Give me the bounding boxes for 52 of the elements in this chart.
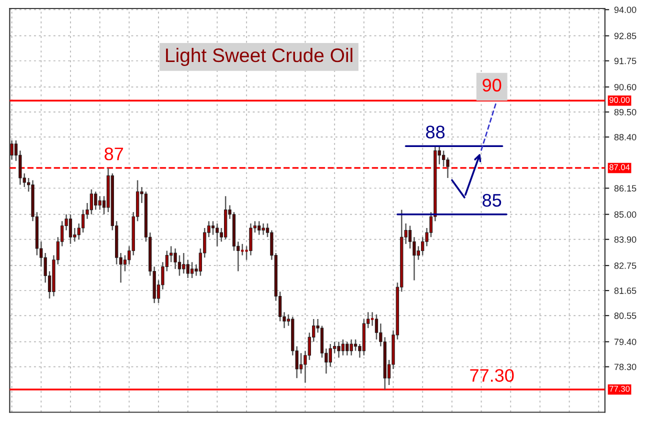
ref-line-label: 90.00 [610,96,630,103]
y-tick-label: 83.90 [614,236,636,243]
y-tick-label: 88.40 [614,134,636,140]
candlestick [174,248,177,270]
candlestick [170,246,173,263]
annotation: 90 [482,78,502,92]
candlestick [421,236,424,256]
candlestick [216,222,219,247]
candlestick [442,150,446,168]
y-tick-label: 86.15 [614,185,636,192]
candlestick [350,338,353,356]
y-tick-label: 80.55 [614,312,636,319]
text: Light Sweet Crude Oil [166,48,352,66]
candlestick [299,352,303,374]
candlestick [178,254,182,276]
y-tick-label: 78.30 [614,364,636,370]
y-tick-label: 79.40 [614,338,636,346]
candlestick [346,341,349,356]
candlestick [90,188,94,215]
candlestick [416,246,420,260]
ref-line-label: 77.30 [610,386,630,392]
candlestick [123,254,127,272]
candlestick [262,222,265,236]
annotation: 77.30 [470,369,514,382]
candlestick [182,252,186,274]
y-tick-label: 82.75 [614,262,636,269]
candlestick [354,338,358,352]
candlestick [68,214,72,245]
annotation: 87 [104,148,124,160]
y-tick-label: 94.00 [614,6,636,13]
y-tick-label: 85.00 [614,211,636,218]
ref-line-label: 87.04 [609,164,630,170]
candlestick [190,262,194,279]
y-tick-label: 90.60 [614,84,636,90]
annotation: 85 [482,194,502,207]
candlestick [211,220,215,236]
candlestick [10,140,14,160]
y-tick-label: 92.85 [614,32,636,40]
y-tick-label: 89.50 [614,108,636,116]
annotation: 88 [426,126,445,138]
candlestick [258,220,261,236]
candlestick [81,209,85,234]
candlestick [249,222,252,256]
candlestick [341,338,345,356]
candlestick [98,196,102,210]
candlestick [328,343,332,368]
candlestick [446,156,450,179]
y-tick-label: 91.75 [614,58,636,64]
candlestick [94,190,98,210]
candlestick [337,341,340,358]
y-tick-label: 81.65 [614,288,636,294]
candlestick [374,314,378,340]
